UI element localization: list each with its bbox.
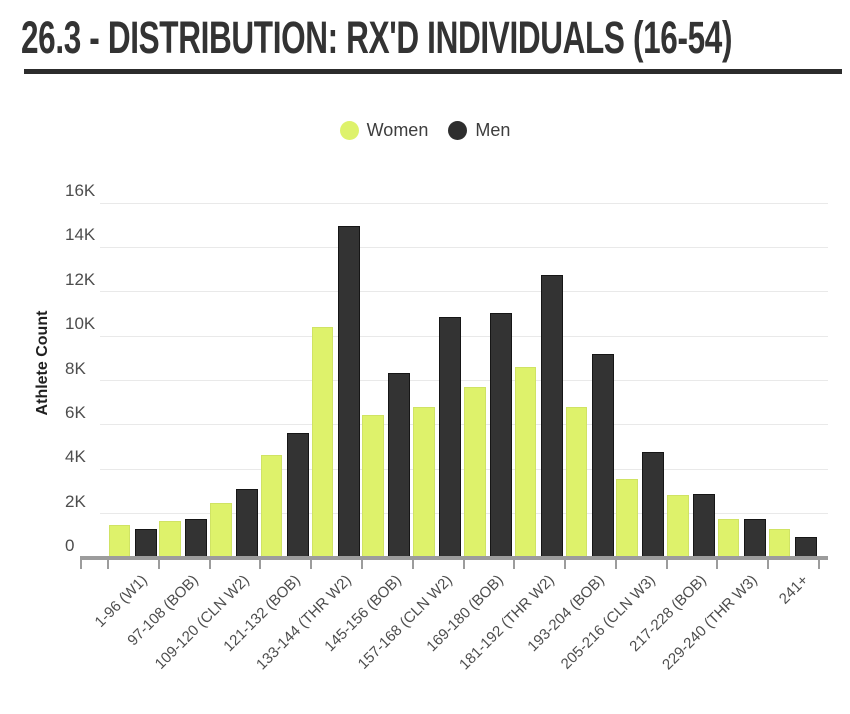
bar-men[interactable] (490, 312, 512, 558)
gridline (100, 291, 828, 293)
bar-women[interactable] (260, 454, 283, 558)
bar-women[interactable] (210, 502, 232, 558)
legend: Women Men (0, 120, 850, 141)
bar-women[interactable] (413, 407, 435, 558)
bar-men[interactable] (540, 275, 563, 558)
x-axis-tick (462, 560, 465, 569)
x-axis-tick (513, 560, 516, 569)
gridline (100, 335, 828, 337)
bar-men[interactable] (591, 353, 614, 558)
y-tick-label: 6K (65, 402, 86, 422)
x-axis-tick (360, 560, 363, 569)
y-tick-label: 10K (65, 314, 96, 334)
x-axis-tick (614, 560, 617, 569)
women-color-dot-icon (339, 121, 359, 140)
y-tick-label: 16K (65, 181, 96, 200)
y-tick-label: 4K (65, 447, 86, 467)
bar-men[interactable] (236, 489, 259, 558)
y-tick-label: 8K (65, 358, 86, 378)
x-axis-tick (208, 560, 211, 569)
x-axis-tick (80, 560, 82, 569)
bar-women[interactable] (311, 327, 334, 558)
legend-label-women: Women (366, 120, 429, 140)
x-axis-tick (310, 560, 313, 569)
x-axis-tick (767, 560, 770, 569)
gridline (100, 246, 828, 248)
bar-women[interactable] (667, 494, 689, 558)
y-tick-label: 2K (65, 491, 86, 511)
bar-men[interactable] (134, 529, 157, 558)
x-axis-tick (411, 560, 414, 569)
x-axis-tick (716, 560, 719, 569)
bar-men[interactable] (794, 536, 817, 558)
x-axis-tick (107, 560, 109, 569)
bar-women[interactable] (108, 524, 130, 558)
x-axis-tick (665, 560, 668, 569)
men-color-dot-icon (448, 121, 468, 140)
bar-women[interactable] (565, 407, 588, 558)
bar-men[interactable] (388, 372, 411, 558)
chart-title: 26.3 - DISTRIBUTION: RX'D INDIVIDUALS (1… (21, 12, 733, 63)
bar-women[interactable] (464, 387, 486, 558)
bar-men[interactable] (693, 493, 716, 558)
bar-men[interactable] (286, 432, 309, 558)
legend-item-women[interactable]: Women (339, 120, 429, 141)
y-tick-label: 0 (65, 536, 75, 555)
bar-men[interactable] (337, 226, 360, 558)
legend-item-men[interactable]: Men (448, 120, 510, 141)
x-axis-tick (564, 560, 567, 569)
legend-label-men: Men (475, 120, 511, 140)
y-tick-label: 12K (65, 269, 96, 289)
title-underline (24, 69, 842, 74)
y-tick-label: 14K (65, 225, 96, 245)
y-axis-title: Athlete Count (34, 310, 51, 416)
bar-men[interactable] (743, 519, 766, 558)
bar-men[interactable] (642, 451, 665, 558)
bar-women[interactable] (717, 519, 740, 558)
bar-women[interactable] (514, 367, 537, 558)
bar-men[interactable] (185, 519, 208, 558)
bar-women[interactable] (768, 529, 791, 558)
bar-women[interactable] (362, 414, 384, 558)
x-axis-tick (157, 560, 160, 569)
x-axis-tick (818, 560, 820, 569)
bar-women[interactable] (616, 479, 638, 558)
bar-women[interactable] (159, 521, 181, 558)
gridline (100, 202, 828, 204)
x-axis-tick (259, 560, 262, 569)
bar-men[interactable] (439, 317, 462, 558)
gridline (100, 380, 828, 381)
x-axis-baseline (80, 556, 828, 560)
